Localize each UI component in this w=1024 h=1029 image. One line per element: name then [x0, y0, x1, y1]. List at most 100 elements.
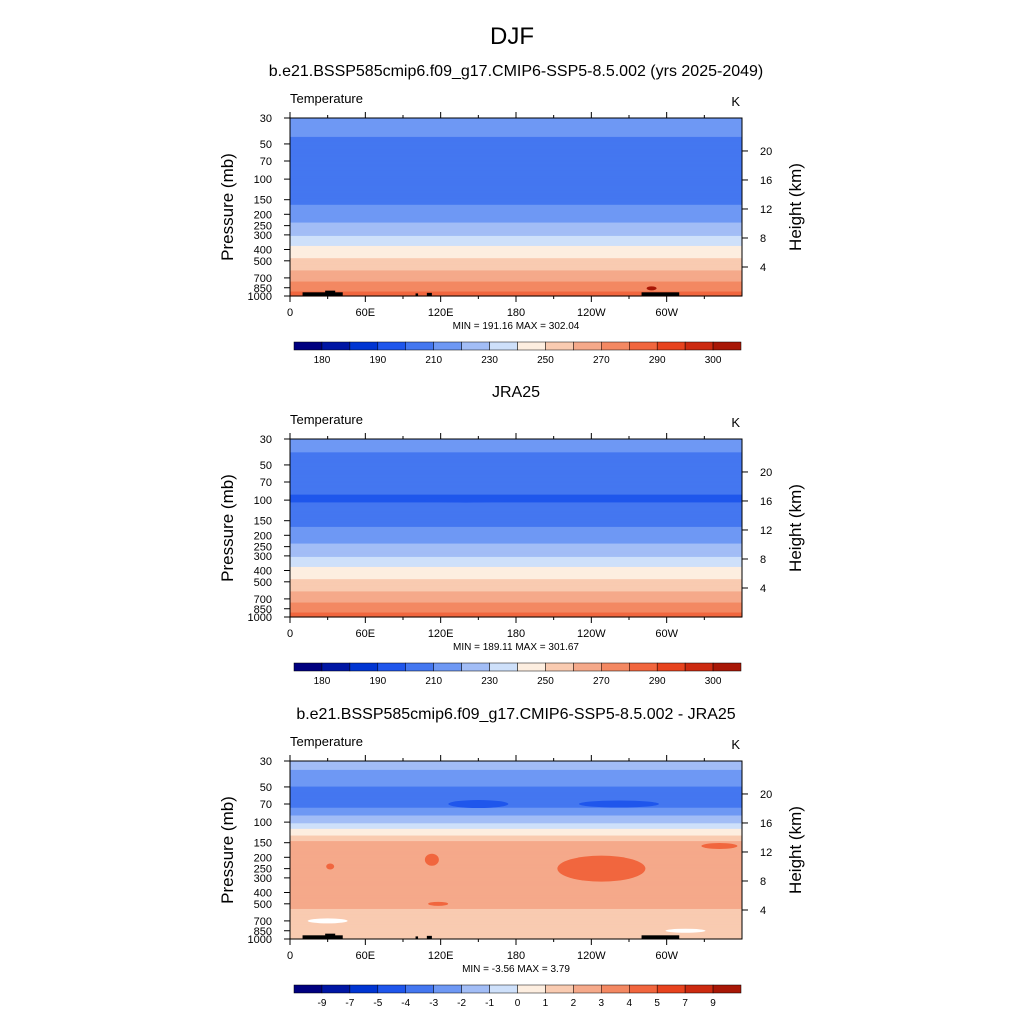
y-tick-label: 30 — [260, 113, 272, 125]
contour-band — [290, 604, 742, 607]
contour-band — [290, 872, 742, 874]
warm-anomaly-feature — [557, 855, 646, 882]
contour-band — [290, 205, 742, 208]
y-tick-label: 50 — [260, 460, 272, 472]
contour-band — [290, 210, 742, 213]
contour-band — [290, 868, 742, 871]
contour-band — [290, 603, 742, 606]
topography-block — [641, 935, 680, 939]
contour-band — [290, 831, 742, 833]
contour-band — [290, 791, 742, 793]
contour-band — [290, 211, 742, 214]
height-tick-label: 4 — [760, 262, 766, 274]
contour-band — [290, 875, 742, 878]
colorbar-box — [684, 341, 714, 351]
x-tick-label: 0 — [287, 628, 293, 640]
contour-band — [290, 873, 742, 876]
warm-anomaly-feature — [428, 901, 449, 906]
contour-band — [290, 483, 742, 486]
contour-band — [290, 235, 742, 238]
contour-band — [290, 513, 742, 516]
contour-band — [290, 288, 742, 290]
y-axis-label: Pressure (mb) — [218, 796, 237, 904]
colorbar-label: -3 — [429, 998, 438, 1009]
contour-band — [290, 559, 742, 561]
colorbar-label: -1 — [485, 998, 494, 1009]
contour-band — [290, 905, 742, 908]
contour-band — [290, 525, 742, 528]
contour-band — [290, 474, 742, 477]
contour-band — [290, 234, 742, 237]
contour-band — [290, 190, 742, 193]
contour-band — [290, 233, 742, 236]
contour-band — [290, 439, 742, 441]
contour-band — [290, 184, 742, 187]
contour-band — [290, 263, 742, 266]
colorbar-box — [601, 984, 630, 994]
contour-band — [290, 896, 742, 899]
contour-band — [290, 882, 742, 884]
contour-band — [290, 280, 742, 283]
contour-band — [290, 119, 742, 121]
contour-band — [290, 794, 742, 797]
cold-core-feature — [423, 497, 508, 503]
x-tick-label: 120E — [428, 307, 454, 319]
contour-band — [290, 594, 742, 597]
contour-band — [290, 161, 742, 164]
contour-band — [290, 285, 742, 288]
colorbar-label: 5 — [654, 998, 660, 1009]
contour-band — [290, 472, 742, 475]
contour-band — [290, 837, 742, 840]
colorbar-box — [573, 341, 602, 351]
contour-band — [290, 462, 742, 465]
colorbar-label: 300 — [705, 676, 722, 687]
contour-band — [290, 201, 742, 204]
colorbar-box — [349, 662, 379, 672]
contour-band — [290, 255, 742, 258]
colorbar-box — [601, 662, 630, 672]
y-tick-label: 150 — [254, 516, 272, 528]
colorbar-label: -7 — [345, 998, 354, 1009]
contour-band — [290, 821, 742, 823]
contour-band — [290, 199, 742, 201]
panel-2: JRA25 Temperature K 0 60E 120E 180 120W 60W 30 50 7… — [218, 384, 805, 687]
contour-band — [290, 776, 742, 779]
y-tick-label: 400 — [254, 565, 272, 577]
contour-band — [290, 812, 742, 814]
colorbar-label: -4 — [401, 998, 410, 1009]
y-axis-label: Pressure (mb) — [218, 474, 237, 582]
contour-band — [290, 196, 742, 199]
contour-band — [290, 904, 742, 907]
y-tick-label: 200 — [254, 852, 272, 864]
colorbar-box — [712, 984, 742, 994]
contour-band — [290, 834, 742, 837]
contour-band — [290, 229, 742, 231]
contour-band — [290, 529, 742, 531]
contour-band — [290, 209, 742, 211]
colorbar-box — [461, 341, 490, 351]
contour-band — [290, 519, 742, 521]
contour-band — [290, 191, 742, 194]
warm-anomaly-feature — [424, 853, 439, 866]
y-tick-label: 400 — [254, 244, 272, 256]
y-tick-label: 200 — [254, 530, 272, 542]
height-tick-label: 12 — [760, 847, 772, 859]
cold-anomaly-feature — [578, 800, 659, 808]
contour-band — [290, 183, 742, 186]
contour-band — [290, 129, 742, 131]
contour-band — [290, 163, 742, 166]
contour-band — [290, 118, 742, 120]
topography-block — [302, 935, 343, 939]
contour-band — [290, 185, 742, 188]
contour-band — [290, 891, 742, 893]
contour-band — [290, 552, 742, 555]
contour-band — [290, 811, 742, 813]
contour-band — [290, 252, 742, 255]
figure-title: DJF — [490, 23, 534, 50]
contour-band — [290, 218, 742, 220]
colorbar-box — [293, 984, 323, 994]
contour-band — [290, 150, 742, 152]
colorbar: 180 190 210 230 250 270 290 300 — [293, 662, 742, 687]
contour-band — [290, 534, 742, 537]
